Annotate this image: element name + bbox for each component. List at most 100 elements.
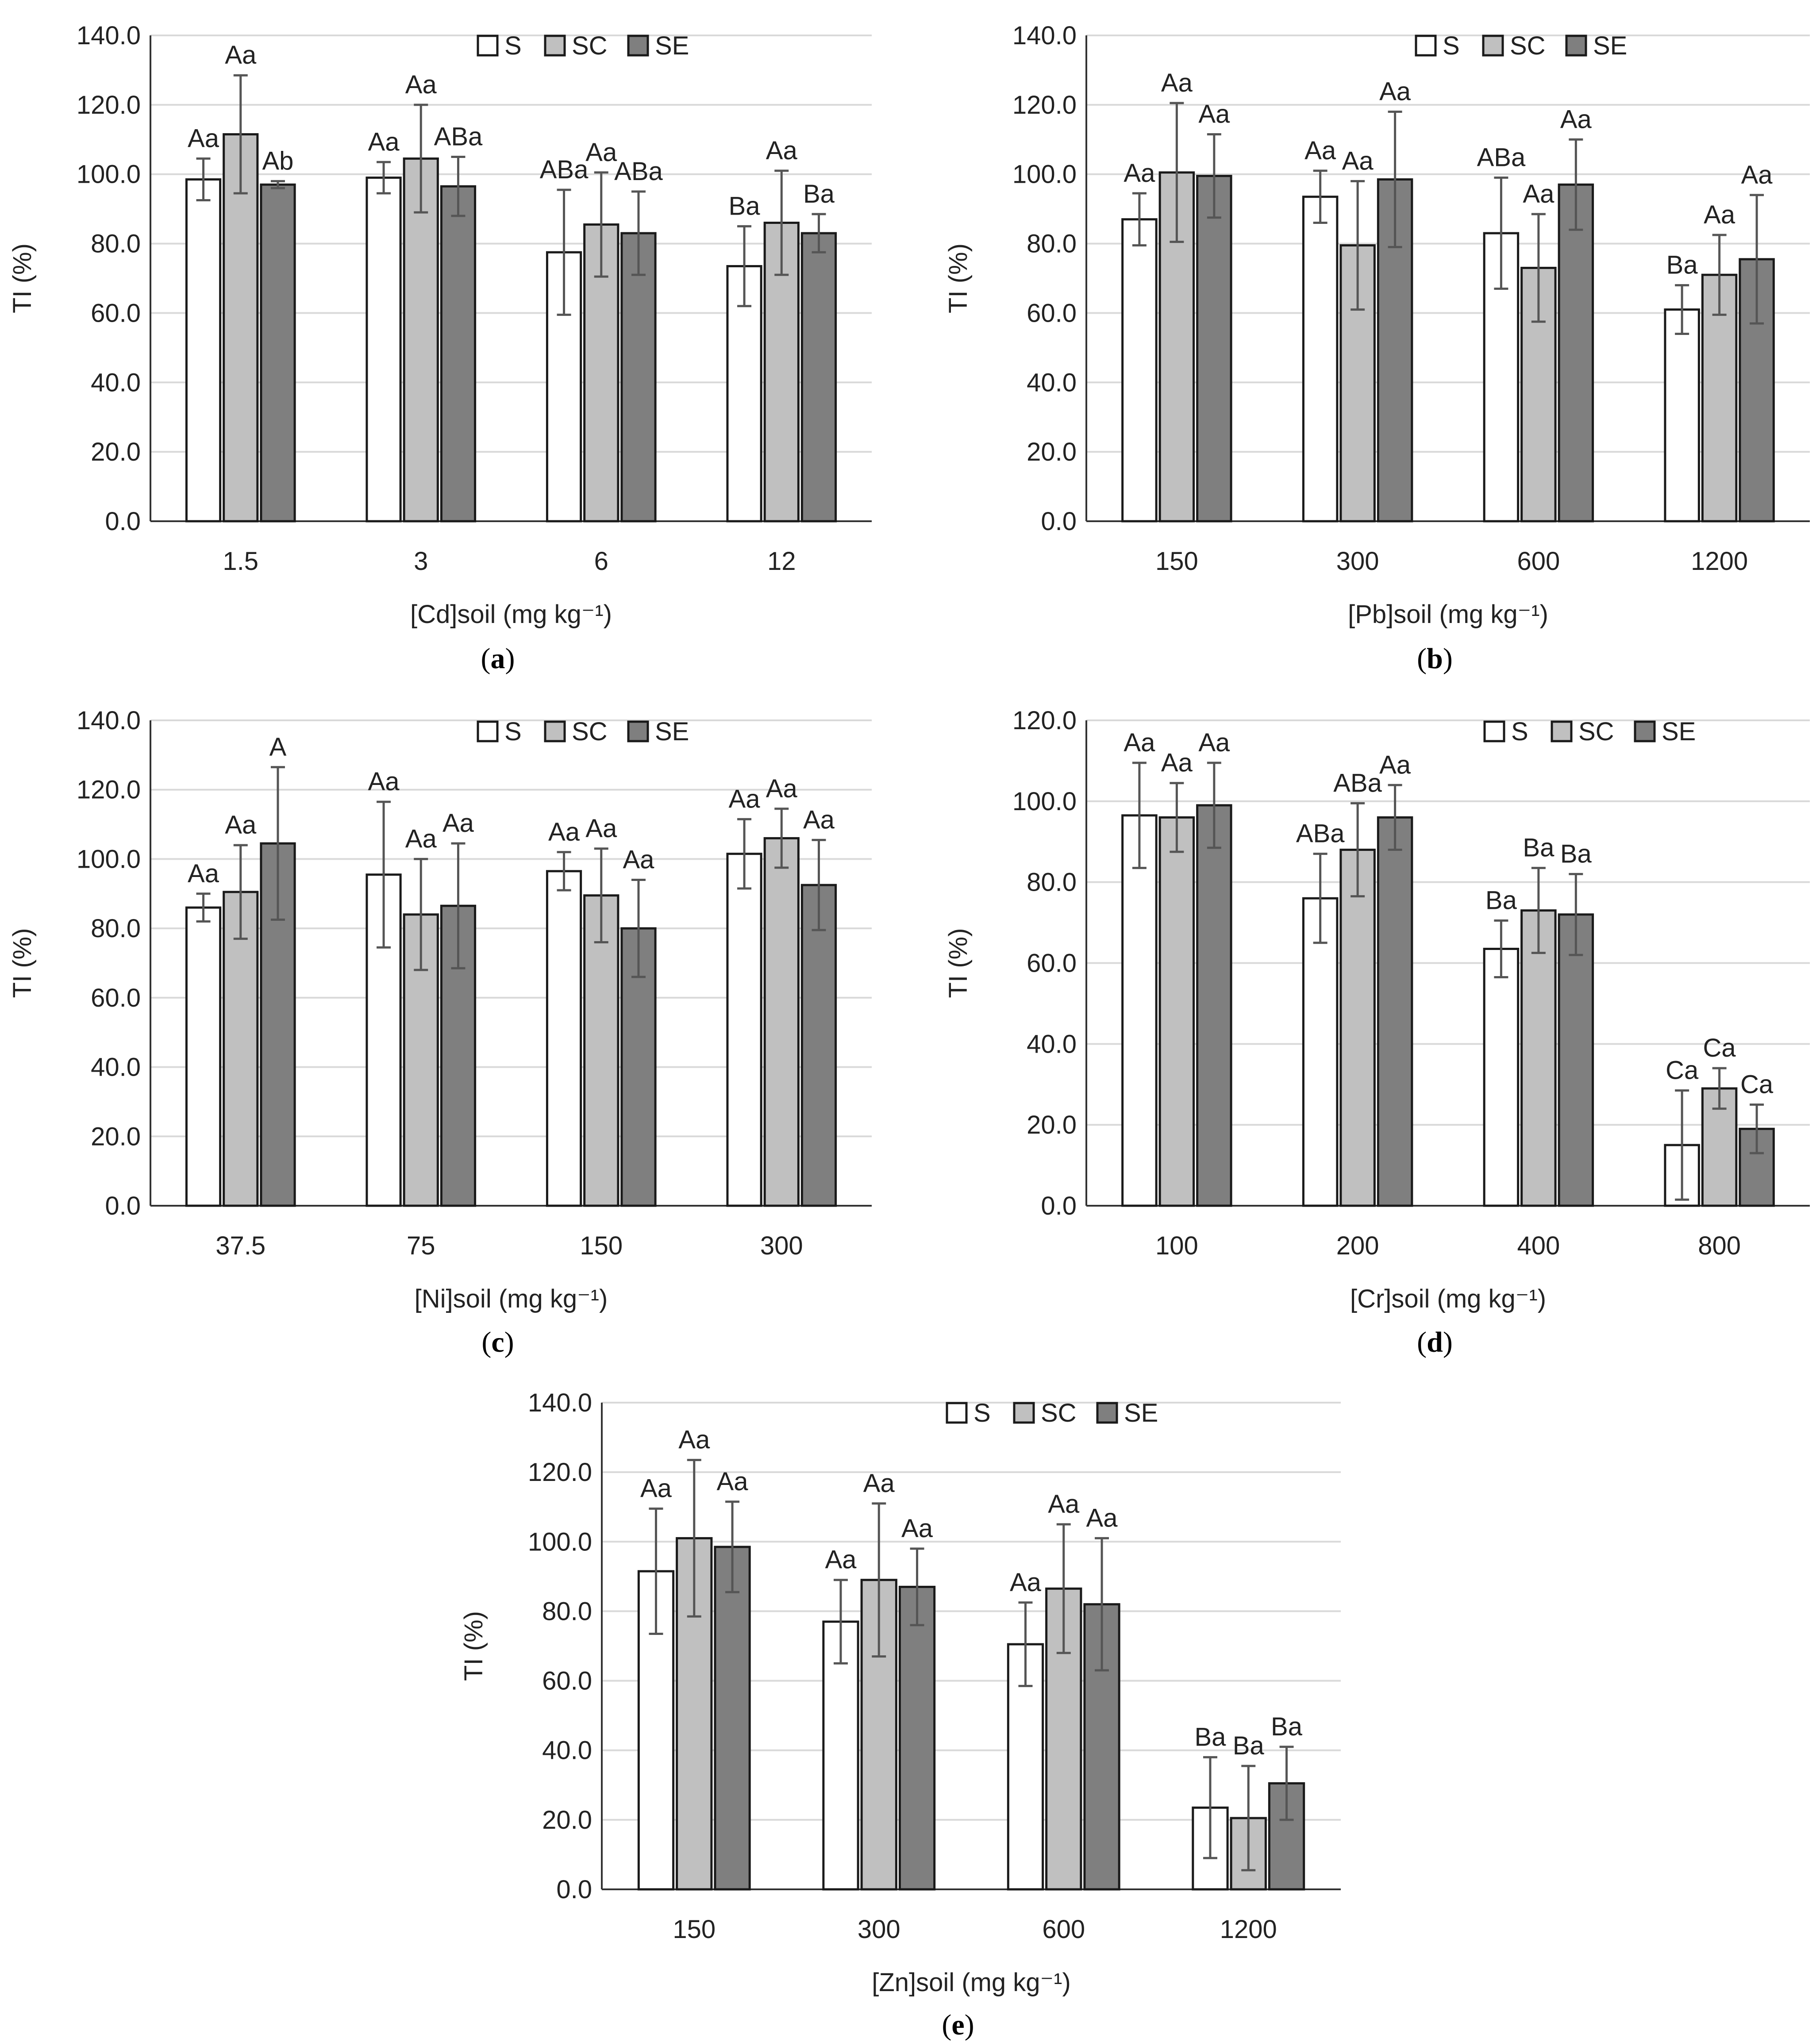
bar-s	[185, 178, 222, 523]
significance-label: Aa	[1124, 159, 1155, 188]
significance-label: Aa	[188, 859, 219, 888]
y-tick-label: 0.0	[105, 1192, 141, 1220]
y-tick-label: 0.0	[1041, 1192, 1077, 1220]
significance-label: Aa	[729, 784, 761, 813]
legend-swatch-s	[946, 1402, 968, 1424]
x-tick-label: 300	[760, 1231, 803, 1260]
y-axis-title: TI (%)	[8, 928, 37, 998]
bar-se	[620, 927, 657, 1207]
legend-swatch-s	[477, 35, 499, 57]
y-tick-label: 80.0	[1027, 230, 1077, 258]
y-tick-label: 100.0	[77, 160, 141, 189]
y-tick-label: 20.0	[91, 1122, 141, 1151]
significance-label: Ba	[729, 192, 761, 220]
y-tick-label: 60.0	[91, 984, 141, 1012]
y-tick-label: 120.0	[1012, 706, 1077, 735]
y-tick-label: 0.0	[1041, 507, 1077, 536]
y-tick-label: 140.0	[528, 1388, 592, 1417]
significance-label: Ba	[1485, 886, 1517, 915]
legend-label-sc: SC	[1510, 31, 1546, 60]
y-axis-title: TI (%)	[944, 928, 973, 998]
legend-swatch-sc	[1013, 1402, 1035, 1424]
significance-label: Ba	[803, 180, 835, 208]
y-tick-label: 140.0	[77, 21, 141, 50]
y-tick-label: 40.0	[91, 368, 141, 397]
bar-sc	[676, 1537, 713, 1891]
legend-swatch-sc	[1551, 720, 1573, 742]
significance-label: Ba	[1666, 251, 1698, 280]
legend-swatch-se	[1096, 1402, 1118, 1424]
x-axis-title: [Cd]soil (mg kg⁻¹)	[410, 600, 612, 629]
x-tick-label: 3	[414, 547, 428, 576]
significance-label: Aa	[901, 1514, 933, 1543]
significance-label: Aa	[1010, 1568, 1042, 1597]
legend-label-se: SE	[1662, 717, 1696, 746]
significance-label: Aa	[548, 818, 580, 846]
significance-label: Aa	[1304, 136, 1336, 165]
significance-label: Aa	[825, 1546, 857, 1574]
x-tick-label: 150	[580, 1231, 623, 1260]
significance-label: Ba	[1271, 1712, 1303, 1741]
y-axis-title: TI (%)	[944, 243, 973, 313]
significance-label: Aa	[1161, 749, 1193, 777]
y-tick-label: 100.0	[528, 1527, 592, 1556]
legend-label-sc: SC	[572, 31, 608, 60]
y-tick-label: 60.0	[1027, 949, 1077, 978]
legend-label-sc: SC	[1041, 1399, 1077, 1427]
y-tick-label: 60.0	[91, 299, 141, 327]
y-tick-label: 40.0	[91, 1053, 141, 1082]
bar-se	[620, 232, 657, 523]
y-tick-label: 40.0	[1027, 368, 1077, 397]
x-tick-label: 300	[858, 1915, 900, 1944]
y-tick-label: 80.0	[542, 1597, 592, 1626]
significance-label: Aa	[1048, 1490, 1080, 1519]
legend-label-se: SE	[655, 31, 689, 60]
significance-label: Ca	[1740, 1070, 1774, 1099]
significance-label: Ba	[1523, 834, 1555, 862]
significance-label: Aa	[1342, 146, 1374, 175]
significance-label: Aa	[1704, 200, 1735, 229]
significance-label: ABa	[614, 157, 663, 186]
significance-label: ABa	[434, 123, 483, 151]
bar-s	[1007, 1643, 1044, 1891]
x-tick-label: 200	[1336, 1231, 1379, 1260]
bar-sc	[763, 222, 800, 523]
significance-label: Aa	[678, 1426, 710, 1454]
significance-label: Aa	[1379, 77, 1411, 106]
legend-swatch-s	[1415, 35, 1437, 57]
x-tick-label: 600	[1517, 547, 1560, 576]
legend-swatch-s	[477, 720, 499, 742]
bar-sc	[223, 891, 259, 1207]
significance-label: Aa	[766, 136, 798, 165]
x-tick-label: 300	[1336, 547, 1379, 576]
legend-label-s: S	[504, 31, 522, 60]
bar-se	[1196, 804, 1232, 1207]
significance-label: ABa	[1477, 143, 1526, 172]
bar-se	[440, 185, 477, 523]
y-tick-label: 80.0	[91, 230, 141, 258]
legend-swatch-se	[1565, 35, 1587, 57]
y-tick-label: 100.0	[1012, 787, 1077, 816]
x-axis-title: [Pb]soil (mg kg⁻¹)	[1348, 600, 1548, 629]
x-axis-title: [Ni]soil (mg kg⁻¹)	[415, 1284, 608, 1313]
y-tick-label: 60.0	[542, 1667, 592, 1696]
y-tick-label: 120.0	[77, 776, 141, 804]
significance-label: Aa	[368, 767, 400, 796]
x-axis-title: [Zn]soil (mg kg⁻¹)	[872, 1968, 1071, 1997]
legend-swatch-se	[627, 720, 649, 742]
significance-label: Aa	[1523, 180, 1555, 208]
bar-s	[546, 870, 582, 1207]
bar-s	[1302, 196, 1339, 523]
y-tick-label: 0.0	[556, 1875, 592, 1904]
panel-label: (e)	[942, 2009, 974, 2041]
legend-label-sc: SC	[1578, 717, 1614, 746]
bar-s	[366, 177, 402, 523]
y-tick-label: 20.0	[542, 1806, 592, 1834]
significance-label: Aa	[640, 1474, 672, 1503]
legend-swatch-sc	[544, 35, 566, 57]
significance-label: Ba	[1194, 1723, 1226, 1751]
bar-sc	[1520, 909, 1557, 1207]
bar-sc	[763, 837, 800, 1207]
